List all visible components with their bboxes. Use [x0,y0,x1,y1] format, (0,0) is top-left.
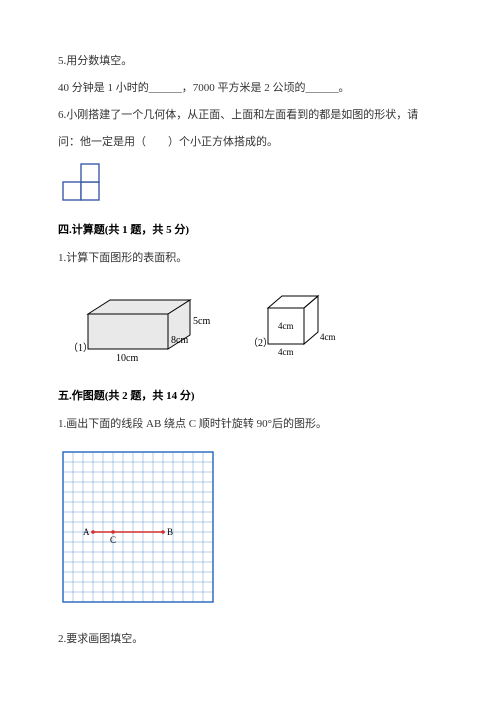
svg-text:（1）: （1） [68,342,93,354]
q6-line1: 6.小刚搭建了一个几何体，从正面、上面和左面看到的都是如图的形状，请 [58,104,442,127]
svg-text:8cm: 8cm [171,335,188,346]
section4-title: 四.计算题(共 1 题，共 5 分) [58,221,442,237]
section5-title: 五.作图题(共 2 题，共 14 分) [58,387,442,403]
svg-text:4cm: 4cm [320,332,336,342]
q6-line2: 问：他一定是用（ ）个小正方体搭成的。 [58,131,442,154]
cuboid-svg: 5cm 8cm 10cm （1） [68,284,218,364]
svg-text:C: C [110,535,116,545]
svg-text:4cm: 4cm [278,321,294,331]
q5-text: 40 分钟是 1 小时的______，7000 平方米是 2 公顷的______… [58,82,350,94]
svg-text:B: B [167,527,173,537]
page: 5.用分数填空。 40 分钟是 1 小时的______，7000 平方米是 2 … [0,0,500,685]
svg-text:10cm: 10cm [116,353,138,364]
grid-svg: A B C [58,447,218,607]
q6-figure [58,162,442,207]
svg-text:5cm: 5cm [193,316,210,327]
cube-wrap: 4cm 4cm 4cm （2） [248,284,358,369]
sec5-q2: 2.要求画图填空。 [58,628,442,651]
svg-text:（2）: （2） [248,337,273,349]
cube-svg: 4cm 4cm 4cm （2） [248,284,358,364]
svg-text:A: A [83,527,90,537]
tromino-svg [58,162,118,202]
sec4-q1: 1.计算下面图形的表面积。 [58,247,442,270]
cuboid-wrap: 5cm 8cm 10cm （1） [68,284,218,369]
calc-figures: 5cm 8cm 10cm （1） 4cm 4cm 4cm （2） [58,284,442,369]
grid-wrap: A B C [58,447,442,612]
svg-text:4cm: 4cm [278,347,294,357]
sec5-q1: 1.画出下面的线段 AB 绕点 C 顺时针旋转 90°后的图形。 [58,413,442,436]
q5-line: 40 分钟是 1 小时的______，7000 平方米是 2 公顷的______… [58,77,442,100]
q5-stem: 5.用分数填空。 [58,50,442,73]
